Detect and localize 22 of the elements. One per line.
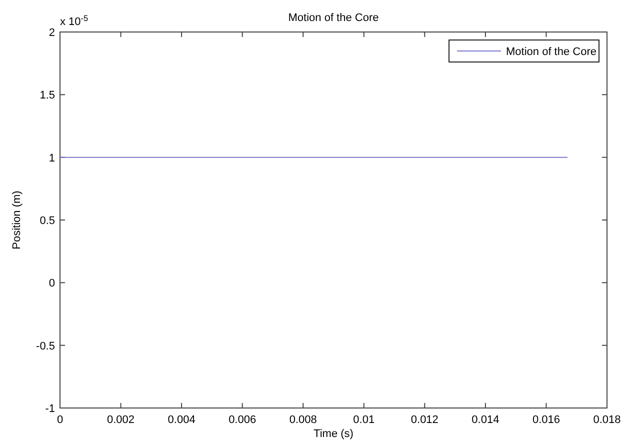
x-axis-title: Time (s)	[314, 428, 354, 440]
text: x 10$^{-5}$	[60, 14, 89, 28]
x-tick-label: 0.014	[472, 414, 500, 426]
y-tick-label: 1	[48, 152, 55, 164]
y-tick-label: 0	[48, 278, 55, 290]
x-tick-label: 0.018	[593, 414, 621, 426]
x-tick-label: 0.012	[410, 414, 438, 426]
x-tick-label: 0.006	[228, 414, 256, 426]
y-tick-label: 0.5	[40, 215, 55, 227]
y-tick-label: -1	[45, 403, 55, 415]
x-tick-label: 0.002	[107, 414, 135, 426]
legend-label: Motion of the Core	[506, 46, 596, 58]
y-axis-title: Position (m)	[11, 190, 23, 250]
x-tick-label: 0	[56, 414, 64, 426]
x-tick-label: 0.004	[168, 414, 196, 426]
x-tick-label: 0.016	[532, 414, 560, 426]
y-tick-label: 1.5	[40, 90, 55, 102]
x-tick-label: 0.008	[289, 414, 317, 426]
y-tick-label: -0.5	[36, 340, 55, 352]
x-tick-label: 0.01	[353, 414, 375, 426]
y-tick-label: 2	[48, 27, 55, 39]
chart-title: Motion of the Core	[288, 12, 379, 24]
